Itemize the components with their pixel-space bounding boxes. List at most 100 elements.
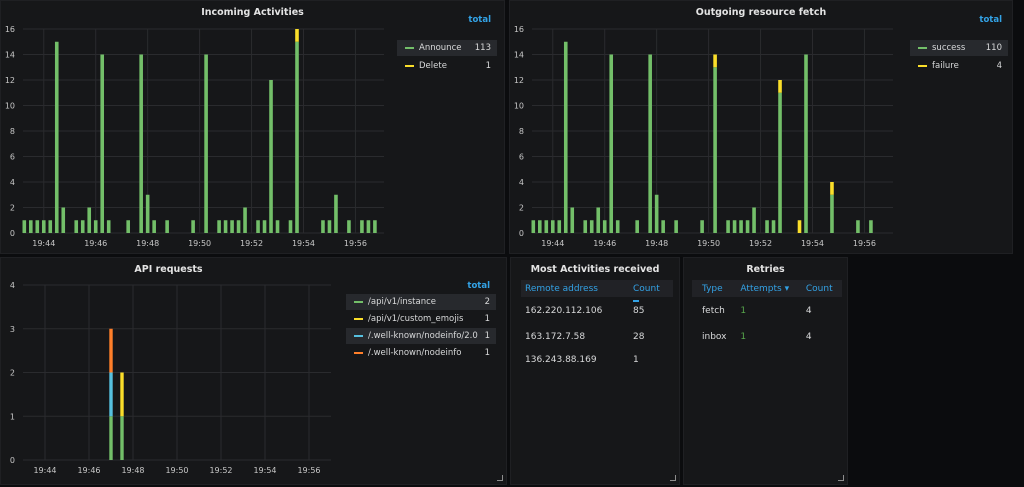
bar	[648, 54, 652, 233]
bar	[22, 220, 27, 233]
y-tick-label: 10	[5, 102, 15, 111]
bar	[120, 416, 124, 460]
bar	[204, 54, 208, 233]
bar	[48, 220, 53, 233]
bar	[531, 220, 536, 233]
outgoing-resource-fetch-chart[interactable]: 0 2 4 6 8 10 12 14 16 19:44 19:46 19:48 19:50 19:52 19…	[510, 15, 900, 255]
x-tick-label: 19:56	[344, 239, 367, 248]
bar	[236, 220, 241, 233]
table-row: inbox 1 4	[692, 325, 842, 348]
bar	[765, 220, 769, 233]
x-tick-label: 19:52	[240, 239, 263, 248]
legend-item-name: /api/v1/instance	[368, 297, 437, 307]
bar	[739, 220, 743, 233]
y-tick-label: 6	[519, 153, 524, 162]
y-tick-label: 2	[10, 204, 15, 213]
bar	[295, 41, 299, 233]
legend-item[interactable]: Delete 1	[397, 58, 497, 74]
panel-title[interactable]: Retries	[746, 264, 785, 275]
bar	[609, 54, 614, 233]
bar	[700, 220, 704, 233]
legend-item-value: 4	[996, 61, 1002, 71]
attempts-cell: 1	[740, 331, 747, 342]
panel-title[interactable]: API requests	[134, 264, 203, 275]
legend-item[interactable]: /api/v1/custom_emojis 1	[346, 311, 496, 327]
remote-address-cell: 163.172.7.58	[525, 331, 586, 342]
bar	[830, 182, 834, 195]
bar	[778, 92, 782, 233]
column-header-type[interactable]: Type	[692, 280, 737, 297]
bar	[544, 220, 549, 233]
x-tick-label: 19:44	[32, 239, 55, 248]
column-header-count[interactable]: Count	[801, 280, 842, 297]
bar	[713, 67, 717, 233]
table-header-row: Remote address Count	[521, 280, 673, 297]
column-header-remote-address[interactable]: Remote address	[521, 280, 629, 297]
column-header-count[interactable]: Count	[629, 280, 673, 297]
bar	[295, 29, 299, 42]
bar	[54, 41, 59, 233]
count-cell: 4	[805, 331, 812, 342]
bar	[256, 220, 260, 233]
incoming-activities-chart[interactable]: 0 2 4 6 8 10 12 14 16 19:44 19:46 19:48 19:50 19:52 19…	[1, 15, 391, 255]
x-tick-label: 19:54	[292, 239, 315, 248]
api-requests-chart[interactable]: 0 1 2 3 4 19:44 19:46 19:48 19:50 19:52 19:54 19:56	[1, 272, 336, 486]
bar	[100, 54, 105, 233]
legend-color-swatch	[405, 65, 414, 67]
panel-title[interactable]: Outgoing resource fetch	[695, 7, 827, 18]
resize-handle[interactable]	[497, 475, 503, 481]
legend-color-swatch	[354, 318, 363, 320]
bar	[223, 220, 228, 233]
bar	[35, 220, 40, 233]
table-row: 136.243.88.169 1	[521, 348, 673, 371]
x-tick-label: 19:50	[697, 239, 720, 248]
bar	[661, 220, 665, 233]
legend-item-value: 110	[985, 43, 1002, 53]
bar	[778, 80, 782, 93]
bar	[654, 194, 659, 233]
panel-title[interactable]: Most Activities received	[530, 264, 660, 275]
legend-item[interactable]: /.well-known/nodeinfo 1	[346, 345, 496, 361]
bar	[74, 220, 79, 233]
bar	[243, 207, 247, 233]
legend-item[interactable]: success 110	[910, 40, 1008, 56]
legend-item[interactable]: /.well-known/nodeinfo/2.0 1	[346, 328, 496, 344]
y-tick-label: 1	[10, 412, 15, 421]
bar	[615, 220, 620, 233]
panel-most-activities-received: Most Activities received Remote address …	[510, 257, 680, 485]
column-header-attempts[interactable]: Attempts ▾	[736, 280, 802, 297]
bar	[635, 220, 639, 233]
legend-item-name: Delete	[419, 61, 447, 71]
sort-desc-icon: ▾	[784, 283, 790, 294]
legend-item-name: /.well-known/nodeinfo/2.0	[368, 331, 478, 341]
bar	[366, 220, 371, 233]
legend-color-swatch	[354, 301, 363, 303]
legend-item-name: /.well-known/nodeinfo	[368, 348, 462, 358]
panel-title[interactable]: Incoming Activities	[201, 7, 304, 18]
sort-indicator-icon	[633, 300, 639, 302]
y-tick-label: 14	[514, 51, 524, 60]
panel-retries: Retries Type Attempts ▾ Count fetch 1 4 …	[683, 257, 848, 485]
legend-color-swatch	[354, 352, 363, 354]
resize-handle[interactable]	[838, 475, 844, 481]
table-header-row: Type Attempts ▾ Count	[692, 280, 842, 297]
bar	[570, 207, 575, 233]
y-tick-label: 4	[10, 178, 15, 187]
bar	[145, 194, 150, 233]
legend-item[interactable]: failure 4	[910, 58, 1008, 74]
y-tick-label: 2	[519, 204, 524, 213]
legend-item[interactable]: Announce 113	[397, 40, 497, 56]
bar	[804, 54, 808, 233]
legend-item-value: 1	[484, 348, 490, 358]
legend-header-total[interactable]: total	[979, 15, 1002, 25]
legend-header-total[interactable]: total	[467, 281, 490, 291]
bar	[87, 207, 92, 233]
panel-incoming-activities: Incoming Activities 0 2 4 6 8 10 12 14 16 19:44 19…	[0, 0, 505, 254]
resize-handle[interactable]	[670, 475, 676, 481]
y-tick-label: 16	[514, 25, 524, 34]
legend-item[interactable]: /api/v1/instance 2	[346, 294, 496, 310]
legend-header-total[interactable]: total	[468, 15, 491, 25]
legend-item-value: 2	[484, 297, 490, 307]
count-value: 85	[633, 306, 645, 316]
y-tick-label: 10	[514, 102, 524, 111]
